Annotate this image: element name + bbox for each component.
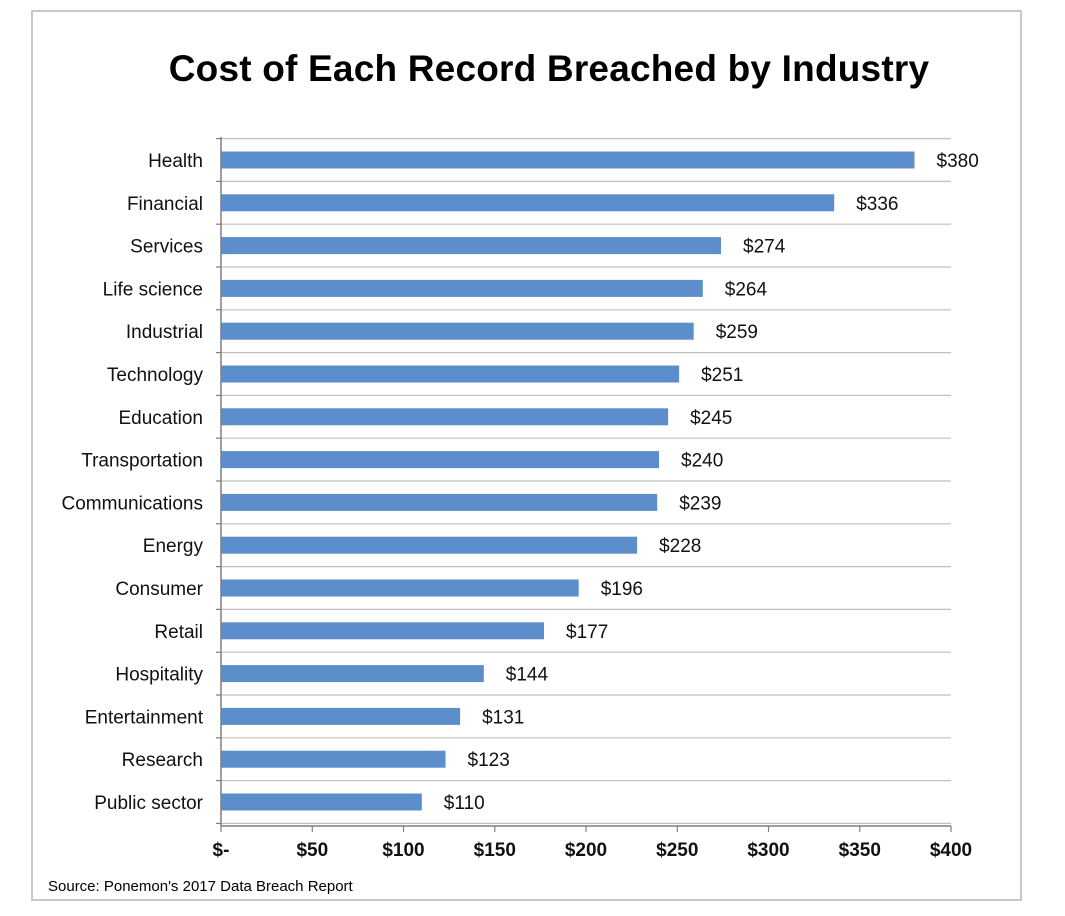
data-label: $239 (679, 493, 721, 514)
data-label: $240 (681, 451, 723, 472)
bar-retail (221, 622, 544, 640)
x-tick-label: $50 (296, 840, 328, 861)
data-label: $336 (856, 194, 898, 215)
data-label: $144 (506, 665, 549, 686)
x-tick-label: $300 (747, 840, 789, 861)
data-label: $123 (468, 750, 510, 771)
bar-public-sector (221, 793, 422, 811)
x-tick-label: $200 (565, 840, 607, 861)
bar-hospitality (221, 665, 484, 683)
chart-title: Cost of Each Record Breached by Industry (168, 48, 930, 89)
data-label: $245 (690, 408, 732, 429)
bar-education (221, 408, 669, 426)
bar-industrial (221, 322, 694, 340)
bar-research (221, 750, 446, 768)
data-label: $274 (743, 237, 786, 258)
data-label: $251 (701, 365, 743, 386)
data-label: $380 (937, 151, 979, 172)
category-label: Hospitality (115, 665, 203, 686)
category-label: Life science (103, 279, 203, 300)
category-label: Financial (127, 194, 203, 215)
data-label: $131 (482, 707, 524, 728)
category-label: Research (122, 750, 203, 771)
data-label: $264 (725, 279, 768, 300)
x-tick-label: $350 (839, 840, 881, 861)
category-label: Services (130, 237, 203, 258)
data-label: $110 (444, 793, 485, 814)
bar-transportation (221, 451, 659, 469)
data-label: $228 (659, 536, 701, 557)
data-label: $177 (566, 622, 608, 643)
x-tick-label: $- (213, 840, 230, 861)
category-label: Energy (143, 536, 204, 557)
gridlines (221, 138, 951, 825)
category-label: Retail (154, 622, 203, 643)
bar-health (221, 151, 915, 169)
bar-communications (221, 493, 658, 511)
x-tick-labels: $- $50 $100 $150 $200 $250 $300 $350 $400 (213, 840, 973, 861)
x-tick-label: $250 (656, 840, 698, 861)
category-label: Public sector (94, 793, 203, 814)
bar-consumer (221, 579, 579, 597)
bar-life-science (221, 279, 703, 297)
category-label: Transportation (81, 451, 203, 472)
bar-energy (221, 536, 638, 554)
x-tick-label: $150 (474, 840, 516, 861)
x-tick-label: $400 (930, 840, 972, 861)
data-labels: $380 $336 $274 $264 $259 $251 $245 $240 $239 $228… (444, 151, 979, 814)
bar-services (221, 237, 721, 255)
axes (216, 137, 952, 832)
category-label: Industrial (126, 322, 203, 343)
category-label: Entertainment (85, 707, 204, 728)
category-label: Health (148, 151, 203, 172)
bar-financial (221, 194, 835, 212)
category-labels: Health Financial Services Life science Indus… (62, 151, 204, 814)
category-label: Education (118, 408, 203, 429)
data-label: $259 (716, 322, 758, 343)
source-note: Source: Ponemon's 2017 Data Breach Repor… (48, 878, 353, 895)
bar-entertainment (221, 707, 461, 725)
bars (221, 151, 915, 811)
data-label: $196 (601, 579, 643, 600)
category-label: Consumer (115, 579, 203, 600)
x-tick-label: $100 (382, 840, 424, 861)
category-label: Communications (62, 493, 204, 514)
bar-technology (221, 365, 680, 383)
category-label: Technology (107, 365, 204, 386)
